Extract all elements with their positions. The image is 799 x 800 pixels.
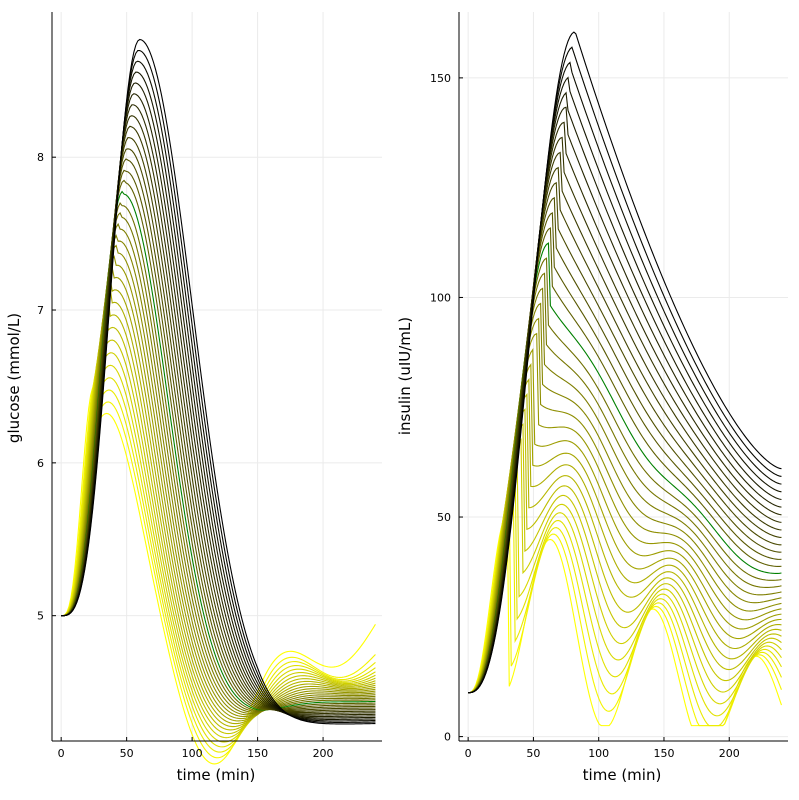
y-tick-label: 100 <box>430 291 451 304</box>
y-tick-label: 50 <box>437 511 451 524</box>
series-line <box>61 115 376 715</box>
series-line <box>61 137 376 713</box>
series-line <box>61 148 376 712</box>
series-line <box>61 60 376 722</box>
series-line <box>61 362 376 753</box>
series-line <box>468 498 782 727</box>
y-tick-label: 6 <box>37 457 44 470</box>
insulin-x-axis-label: time (min) <box>583 766 662 784</box>
x-tick-label: 100 <box>182 747 203 760</box>
insulin-ticks: 0 50 100 150 200 0 50 100 150 <box>430 72 740 760</box>
x-tick-label: 50 <box>120 747 134 760</box>
insulin-axes <box>458 12 788 742</box>
series-line <box>61 387 376 765</box>
y-tick-label: 0 <box>444 731 451 744</box>
x-tick-label: 150 <box>247 747 268 760</box>
series-line <box>468 453 782 705</box>
series-line <box>61 352 376 748</box>
series-line <box>468 363 782 694</box>
series-line <box>468 483 782 727</box>
glucose-x-axis-label: time (min) <box>177 766 256 784</box>
series-line <box>61 322 376 735</box>
series-line <box>61 334 376 739</box>
glucose-panel: 0 50 100 150 200 5 6 7 8 time (min) glucose (mmo… <box>5 12 382 784</box>
insulin-y-axis-label: insulin (uIU/mL) <box>396 317 414 435</box>
series-line <box>61 266 376 720</box>
series-line <box>61 38 376 725</box>
series-line <box>61 311 376 731</box>
series-line <box>468 46 782 694</box>
series-line <box>468 31 782 694</box>
x-tick-label: 200 <box>313 747 334 760</box>
series-line <box>61 71 376 720</box>
series-line <box>61 298 376 728</box>
series-line <box>61 49 376 723</box>
insulin-curves <box>468 31 782 727</box>
glucose-ticks: 0 50 100 150 200 5 6 7 8 <box>37 151 334 760</box>
x-tick-label: 150 <box>653 747 674 760</box>
y-tick-label: 150 <box>430 72 451 85</box>
series-line <box>61 277 376 722</box>
glucose-axes <box>51 12 382 742</box>
series-line <box>468 468 782 717</box>
x-tick-label: 200 <box>719 747 740 760</box>
series-line <box>61 93 376 718</box>
x-tick-label: 0 <box>465 747 472 760</box>
glucose-curves <box>61 38 376 765</box>
series-line <box>61 287 376 725</box>
x-tick-label: 100 <box>588 747 609 760</box>
y-tick-label: 8 <box>37 151 44 164</box>
insulin-panel: 0 50 100 150 200 0 50 100 150 time (min) insulin… <box>396 12 788 784</box>
series-line <box>61 125 376 714</box>
series-line <box>61 104 376 716</box>
y-tick-label: 5 <box>37 610 44 623</box>
x-tick-label: 50 <box>526 747 540 760</box>
y-tick-label: 7 <box>37 304 44 317</box>
series-line <box>468 378 782 694</box>
glucose-y-axis-label: glucose (mmol/L) <box>5 313 23 443</box>
series-line <box>61 373 376 759</box>
x-tick-label: 0 <box>58 747 65 760</box>
series-line <box>61 82 376 719</box>
